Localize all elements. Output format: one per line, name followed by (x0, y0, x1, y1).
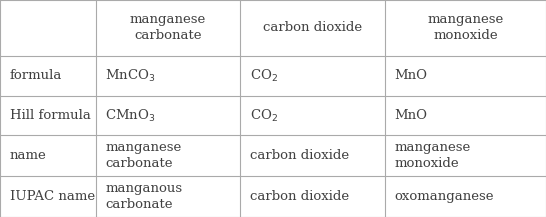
Text: CO$_2$: CO$_2$ (250, 107, 278, 123)
Text: manganous
carbonate: manganous carbonate (105, 182, 182, 211)
Text: MnCO$_3$: MnCO$_3$ (105, 68, 156, 84)
Text: manganese
monoxide: manganese monoxide (428, 13, 503, 43)
Text: CO$_2$: CO$_2$ (250, 68, 278, 84)
Text: manganese
carbonate: manganese carbonate (105, 141, 182, 170)
Text: carbon dioxide: carbon dioxide (250, 149, 349, 162)
Text: manganese
monoxide: manganese monoxide (395, 141, 471, 170)
Text: name: name (10, 149, 46, 162)
Text: carbon dioxide: carbon dioxide (250, 190, 349, 203)
Text: oxomanganese: oxomanganese (395, 190, 494, 203)
Text: CMnO$_3$: CMnO$_3$ (105, 107, 156, 123)
Text: MnO: MnO (395, 109, 428, 122)
Text: Hill formula: Hill formula (10, 109, 91, 122)
Text: formula: formula (10, 69, 62, 82)
Text: manganese
carbonate: manganese carbonate (130, 13, 206, 43)
Text: MnO: MnO (395, 69, 428, 82)
Text: carbon dioxide: carbon dioxide (263, 21, 362, 35)
Text: IUPAC name: IUPAC name (10, 190, 95, 203)
